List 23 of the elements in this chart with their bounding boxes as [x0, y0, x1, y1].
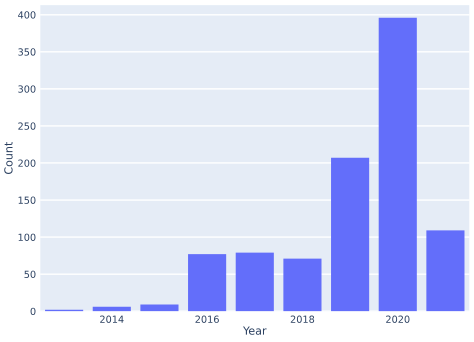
y-tick-label: 0: [30, 308, 36, 316]
y-tick-label: 200: [18, 159, 36, 167]
x-tick-label: 2020: [386, 316, 410, 323]
bar: [236, 252, 274, 312]
y-tick-label: 400: [18, 11, 36, 19]
bar: [92, 306, 131, 312]
y-tick-label: 350: [18, 48, 36, 56]
bar: [188, 254, 226, 312]
bar: [331, 158, 370, 312]
y-tick-label: 50: [24, 270, 36, 278]
y-tick-label: 150: [18, 196, 36, 204]
bar: [283, 258, 322, 312]
x-tick-label: 2018: [290, 316, 314, 323]
y-tick-label: 250: [18, 122, 36, 130]
bar: [426, 230, 464, 312]
bar: [378, 18, 417, 312]
x-tick-label: 2014: [100, 316, 124, 323]
x-tick-label: 2016: [195, 316, 219, 323]
x-axis-title: Year: [242, 326, 267, 335]
y-tick-label: 100: [18, 234, 36, 241]
bar: [140, 304, 179, 312]
y-axis-title: Count: [4, 142, 13, 174]
y-tick-label: 300: [18, 85, 36, 93]
